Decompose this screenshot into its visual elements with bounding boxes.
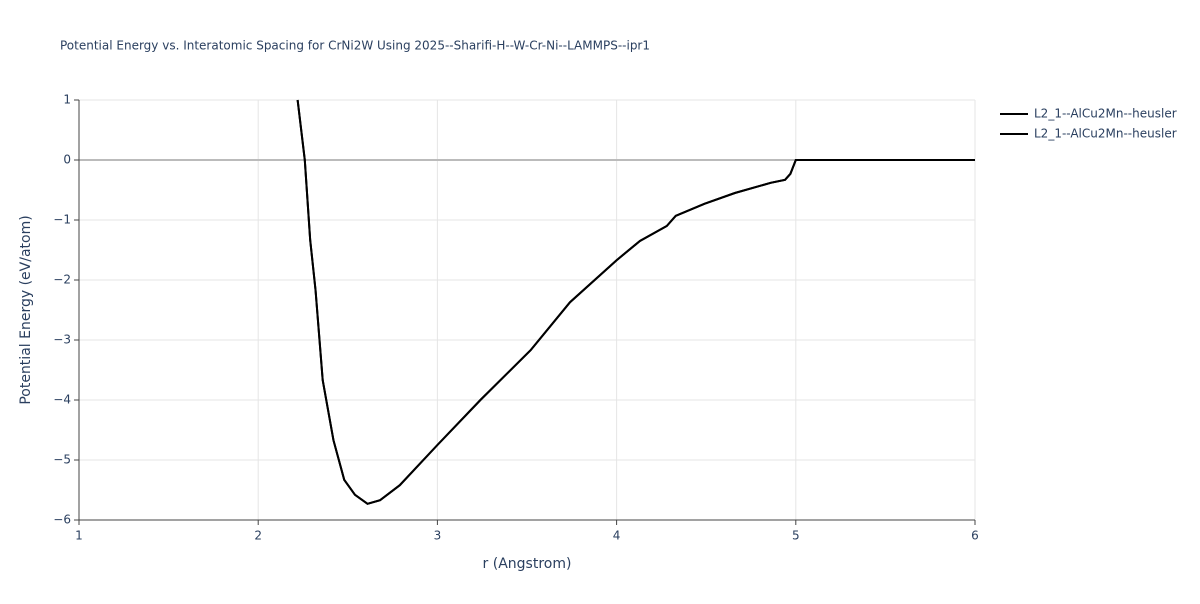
legend-label: L2_1--AlCu2Mn--heusler bbox=[1034, 107, 1177, 121]
y-tick-label: 1 bbox=[63, 93, 71, 107]
y-tick-label: −6 bbox=[53, 513, 71, 527]
chart-title: Potential Energy vs. Interatomic Spacing… bbox=[60, 39, 650, 53]
y-tick-label: −1 bbox=[53, 213, 71, 227]
x-tick-label: 1 bbox=[75, 529, 83, 543]
x-axis-label: r (Angstrom) bbox=[483, 556, 572, 572]
legend-label: L2_1--AlCu2Mn--heusler bbox=[1034, 127, 1177, 141]
y-tick-label: −2 bbox=[53, 273, 71, 287]
x-tick-label: 5 bbox=[792, 529, 800, 543]
y-tick-label: −3 bbox=[53, 333, 71, 347]
x-tick-label: 3 bbox=[434, 529, 442, 543]
series-line bbox=[296, 99, 975, 505]
y-axis-label: Potential Energy (eV/atom) bbox=[18, 215, 34, 404]
x-tick-label: 6 bbox=[971, 529, 979, 543]
y-tick-label: −4 bbox=[53, 393, 71, 407]
y-tick-label: 0 bbox=[63, 153, 71, 167]
x-tick-label: 4 bbox=[613, 529, 621, 543]
y-tick-label: −5 bbox=[53, 453, 71, 467]
x-tick-label: 2 bbox=[254, 529, 262, 543]
